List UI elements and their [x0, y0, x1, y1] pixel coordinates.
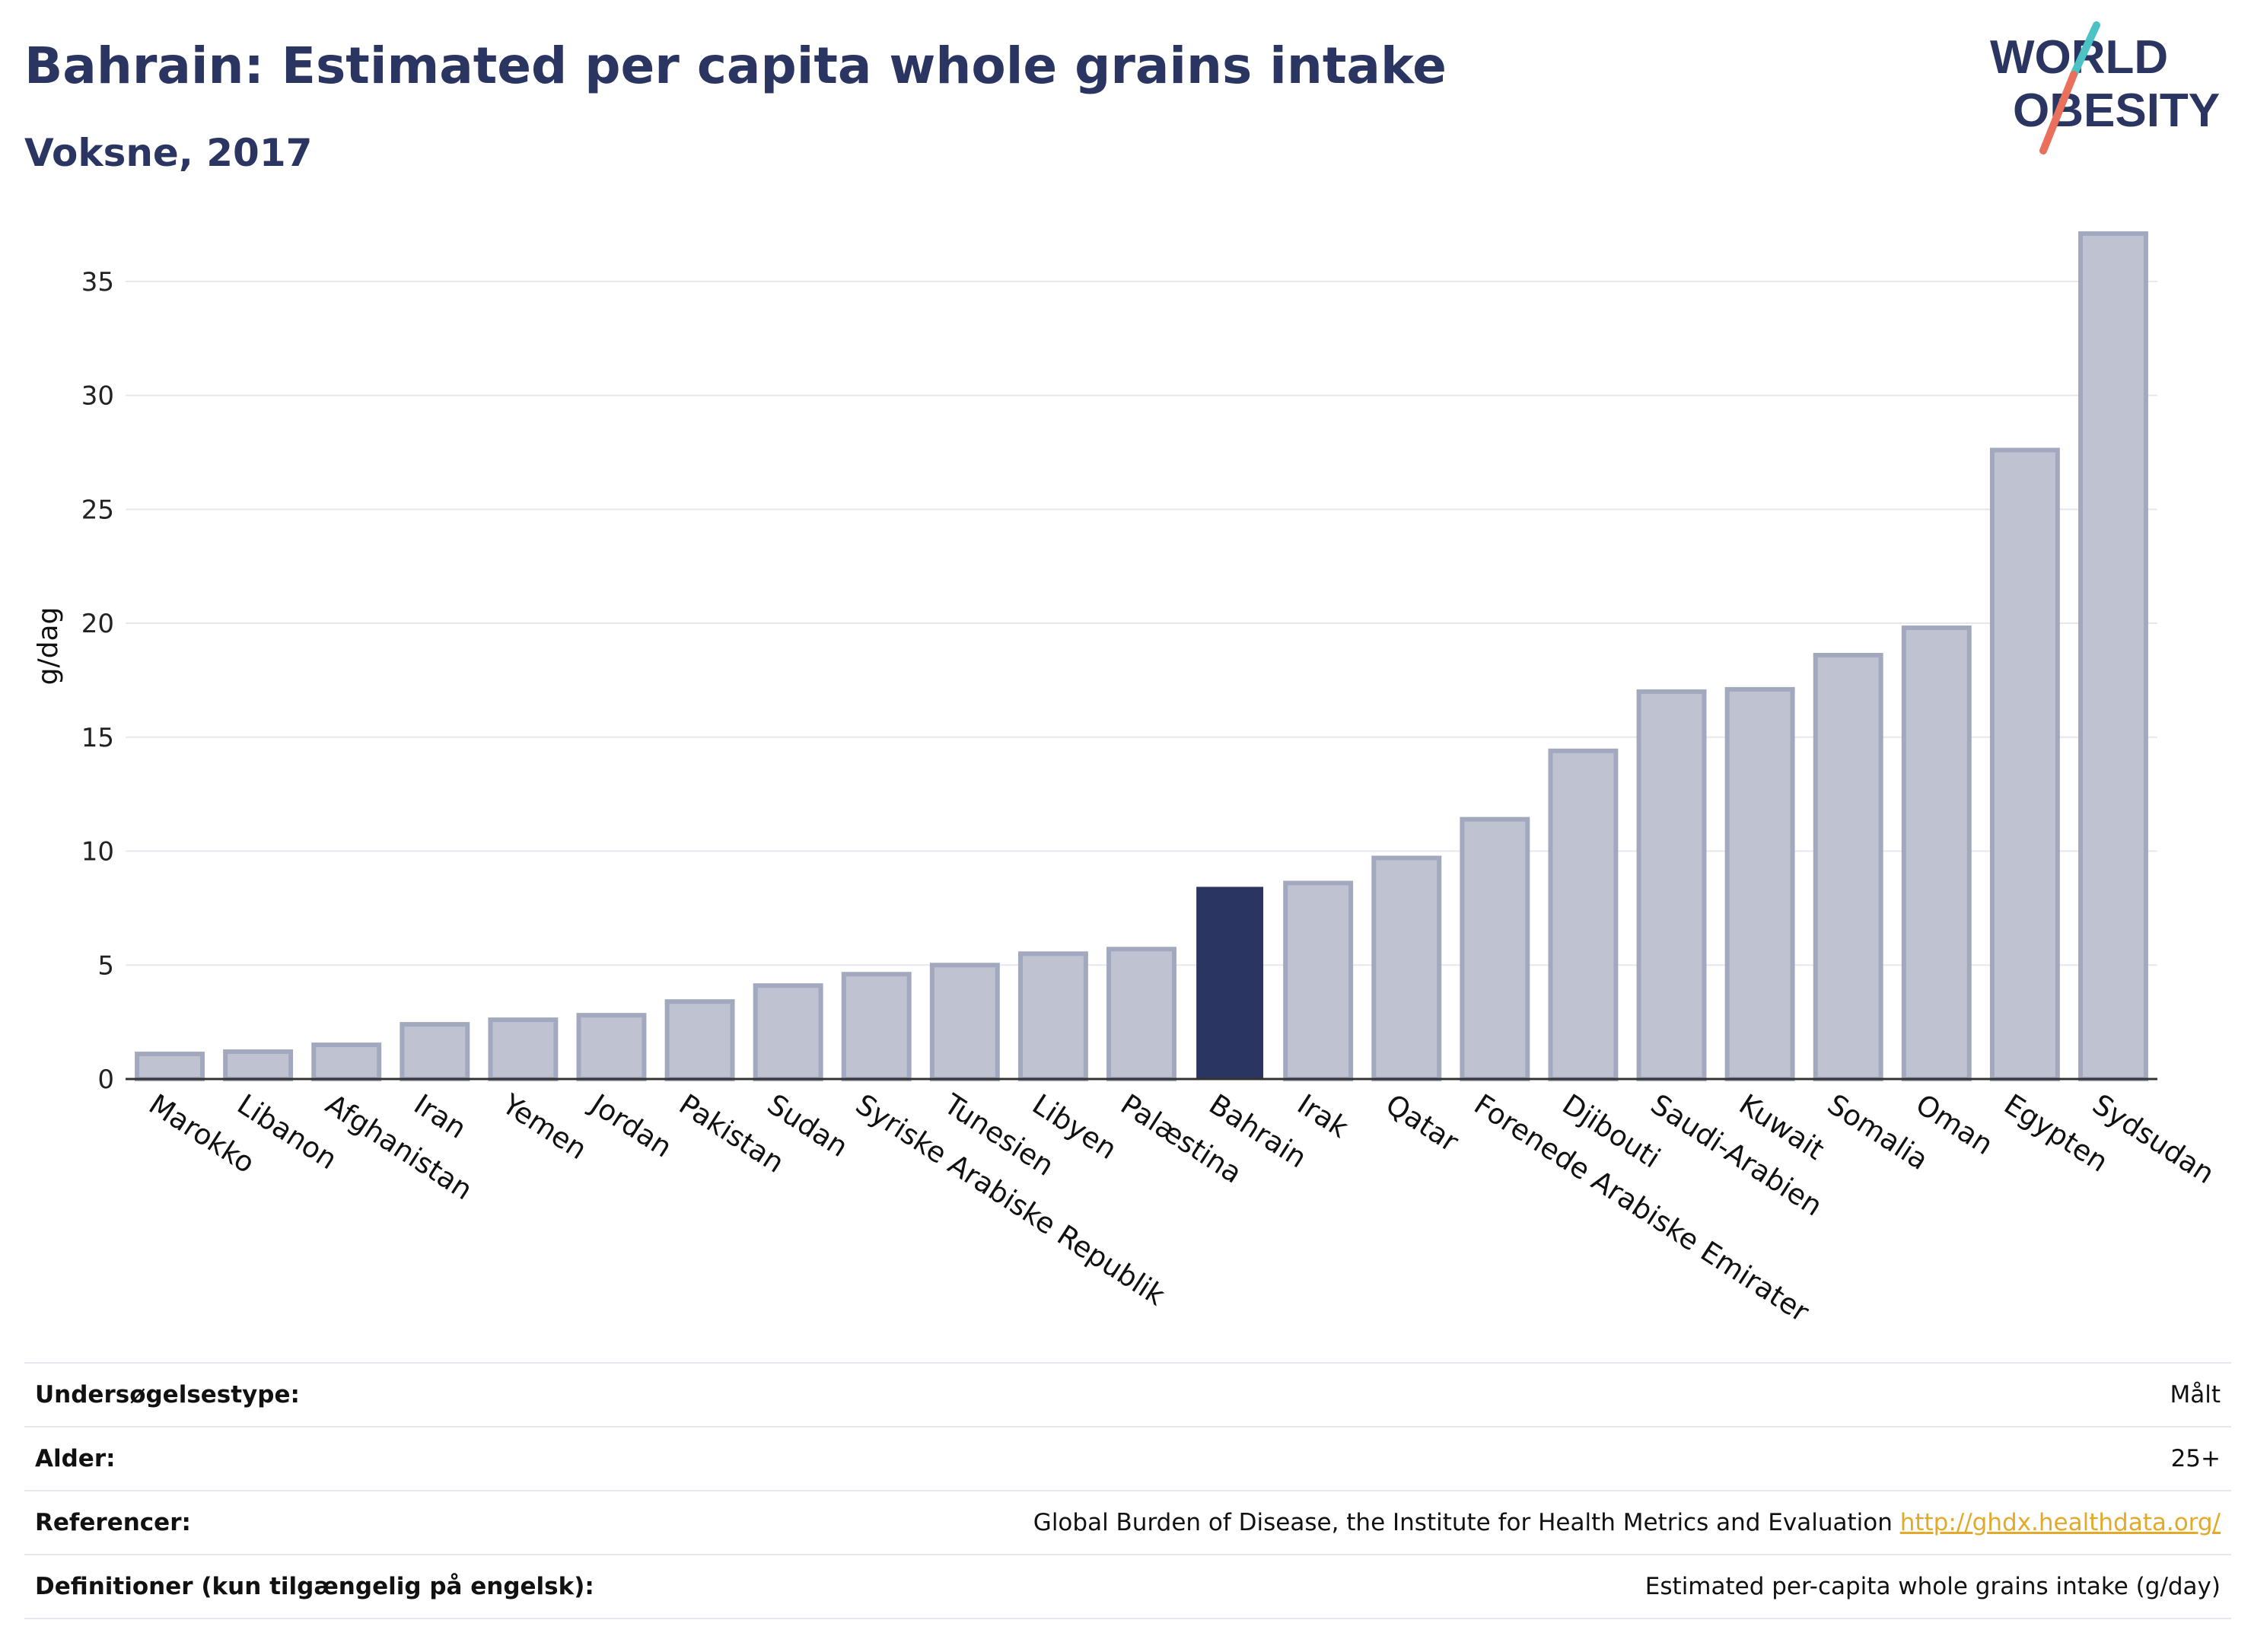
references-value-wrap: Global Burden of Disease, the Institute …	[1033, 1509, 2231, 1536]
bar	[2078, 231, 2148, 1081]
bar-highlighted	[1196, 886, 1264, 1081]
age-value: 25+	[2170, 1445, 2221, 1472]
x-tick-label: Iran	[408, 1087, 472, 1144]
bar	[1724, 686, 1795, 1081]
y-tick-label: 15	[81, 723, 114, 753]
bar	[929, 963, 1000, 1082]
info-table: Undersøgelsestype: Målt Alder: 25+ Refer…	[24, 1362, 2231, 1619]
bar	[753, 983, 823, 1082]
bar	[1283, 880, 1354, 1081]
bar	[664, 999, 735, 1082]
bar	[311, 1042, 382, 1082]
bar	[135, 1052, 205, 1081]
info-row-survey-type: Undersøgelsestype: Målt	[24, 1362, 2231, 1426]
definitions-label: Definitioner (kun tilgængelig på engelsk…	[35, 1573, 594, 1600]
chart-title: Bahrain: Estimated per capita whole grai…	[24, 37, 1447, 95]
references-label: Referencer:	[35, 1509, 191, 1536]
references-link[interactable]: http://ghdx.healthdata.org/	[1899, 1509, 2221, 1536]
logo-coral-slash	[2039, 71, 2077, 154]
bar	[1901, 625, 1972, 1081]
references-value: Global Burden of Disease, the Institute …	[1033, 1509, 1893, 1536]
chart-subtitle: Voksne, 2017	[24, 131, 313, 175]
bar-chart: 05101520253035g/dagMarokkoLibanonAfghani…	[33, 231, 2220, 1329]
y-tick-label: 0	[97, 1065, 114, 1095]
definitions-value: Estimated per-capita whole grains intake…	[1644, 1573, 2221, 1600]
bar	[1813, 652, 1883, 1081]
age-label: Alder:	[35, 1445, 116, 1472]
bar	[488, 1017, 559, 1081]
info-row-age: Alder: 25+	[24, 1426, 2231, 1490]
bar	[1106, 947, 1176, 1082]
bar	[1371, 855, 1442, 1081]
y-tick-label: 30	[81, 381, 114, 412]
x-tick-label: Jordan	[584, 1087, 678, 1163]
world-obesity-logo: WORLD OBESITY	[1990, 21, 2220, 154]
bar	[400, 1022, 470, 1082]
bar	[1636, 689, 1707, 1081]
bar	[576, 1013, 647, 1081]
x-tick-label: Syriske Arabiske Republik	[850, 1087, 1171, 1312]
x-tick-label: Yemen	[496, 1087, 593, 1166]
y-axis-label: g/dag	[33, 607, 64, 686]
x-tick-label: Sydsudan	[2087, 1087, 2220, 1190]
y-tick-label: 10	[81, 837, 114, 867]
x-tick-label: Irak	[1291, 1087, 1355, 1144]
bar	[1460, 816, 1530, 1081]
logo-teal-slash	[2070, 21, 2100, 78]
bar	[223, 1049, 294, 1081]
info-row-definitions: Definitioner (kun tilgængelig på engelsk…	[24, 1554, 2231, 1619]
y-tick-label: 5	[97, 950, 114, 981]
survey-type-value: Målt	[2170, 1381, 2221, 1408]
info-row-references: Referencer: Global Burden of Disease, th…	[24, 1490, 2231, 1554]
logo-line2: OBESITY	[2013, 84, 2220, 137]
survey-type-label: Undersøgelsestype:	[35, 1381, 300, 1408]
bar	[1989, 447, 2060, 1081]
x-tick-label: Qatar	[1380, 1087, 1464, 1158]
y-tick-label: 20	[81, 609, 114, 639]
y-tick-label: 35	[81, 267, 114, 298]
bar	[1017, 951, 1088, 1081]
bar	[1548, 748, 1619, 1081]
y-tick-label: 25	[81, 495, 114, 525]
bar	[841, 972, 912, 1081]
x-tick-label: Somalia	[1822, 1087, 1934, 1176]
